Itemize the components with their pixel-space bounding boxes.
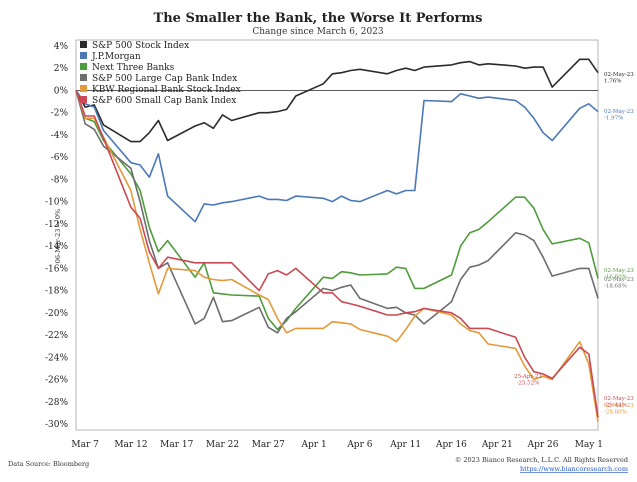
x-tick-label: Mar 27 [252, 440, 285, 450]
annotation-date: 25-Apr-23 [514, 374, 542, 380]
y-axis-ticks: 4% 2% 0% -2% -4% -6% -8% -10% -12% -14% -16% -18% -2… [45, 42, 68, 430]
chart-title: The Smaller the Bank, the Worse It Perfo… [154, 11, 483, 26]
annotation-value: -1.97% [604, 116, 623, 122]
annotation-value: -16.60% [604, 275, 627, 281]
y-tick-label: -4% [51, 131, 69, 141]
series-line-s-p-500-stock-index [75, 58, 599, 143]
series-line-kbw-regional-bank-stock-index [75, 90, 599, 422]
x-tick-label: Apr 1 [301, 440, 327, 450]
legend-swatch [80, 41, 87, 48]
annotation-date: 02-May-23 [604, 72, 634, 78]
y-tick-label: -26% [45, 376, 68, 386]
annotation-date: 02-May-23 [604, 268, 634, 274]
annotation-date: 02-May-23 [604, 403, 634, 409]
annotation-value: -25.52% [517, 381, 540, 387]
x-tick-label: Mar 17 [160, 440, 193, 450]
legend-swatch [80, 96, 87, 103]
copyright-note: © 2023 Bianco Research, L.L.C. All Right… [455, 456, 628, 464]
x-tick-label: Apr 16 [435, 440, 467, 450]
annotation-value: 1.76% [604, 79, 621, 85]
annotation-date: 02-May-23 [604, 396, 634, 402]
y-tick-label: 2% [54, 64, 69, 74]
x-tick-label: Mar 7 [71, 440, 99, 450]
annotation-value: -18.68% [604, 284, 627, 290]
series-lines [75, 58, 599, 422]
series-line-next-three-banks [75, 90, 599, 331]
y-tick-label: 0% [54, 86, 69, 96]
x-tick-label: May 1 [575, 440, 603, 450]
y-tick-label: -18% [45, 287, 68, 297]
legend-swatch [80, 63, 87, 70]
y-axis-label: 06-Mar-23 = 0% [54, 209, 62, 263]
x-tick-label: Apr 21 [481, 440, 513, 450]
y-tick-label: -28% [45, 398, 68, 408]
y-tick-label: -10% [45, 198, 68, 208]
legend-label: S&P 600 Small Cap Bank Index [92, 96, 236, 106]
plot-frame [75, 39, 599, 431]
y-tick-label: -30% [45, 420, 68, 430]
x-tick-label: Apr 11 [389, 440, 421, 450]
y-tick-label: -22% [45, 331, 68, 341]
legend-swatch [80, 85, 87, 92]
y-tick-label: -20% [45, 309, 68, 319]
legend-label: Next Three Banks [92, 63, 175, 73]
legend-label: KBW Regional Bank Stock Index [92, 85, 241, 95]
legend-label: S&P 500 Large Cap Bank Index [92, 74, 237, 84]
x-tick-label: Apr 26 [527, 440, 559, 450]
website-link[interactable]: https://www.biancoresearch.com [520, 465, 628, 473]
y-tick-label: -16% [45, 264, 68, 274]
x-tick-label: Mar 22 [206, 440, 239, 450]
annotation-value: -29.44% [604, 403, 627, 409]
x-tick-label: Mar 12 [114, 440, 147, 450]
series-line-s-p-500-large-cap-bank-index [75, 90, 599, 334]
y-tick-label: -14% [45, 242, 68, 252]
annotation-date: 02-May-23 [604, 109, 634, 115]
end-annotations: 02-May-231.76%02-May-23-1.97%02-May-23-1… [514, 72, 634, 416]
annotation-date: 02-May-23 [604, 277, 634, 283]
x-axis-ticks: Mar 7 Mar 12 Mar 17 Mar 22 Mar 27 Apr 1 Apr 6 A… [71, 440, 603, 450]
annotation-value: -28.80% [604, 410, 627, 416]
series-line-s-p-600-small-cap-bank-index [75, 90, 599, 418]
x-tick-label: Apr 6 [346, 440, 372, 450]
y-tick-label: -2% [51, 109, 69, 119]
y-tick-label: 4% [54, 42, 69, 52]
legend-swatch [80, 52, 87, 59]
legend-swatch [80, 74, 87, 81]
y-tick-label: -6% [51, 153, 69, 163]
legend-label: S&P 500 Stock Index [92, 41, 189, 51]
y-tick-label: -24% [45, 353, 68, 363]
y-tick-label: -12% [45, 220, 68, 230]
legend-label: J.P.Morgan [91, 52, 141, 62]
series-line-j-p-morgan [75, 90, 599, 223]
data-source-note: Data Source: Bloomberg [8, 460, 89, 468]
grid [75, 39, 599, 431]
chart-subtitle: Change since March 6, 2023 [252, 27, 384, 37]
y-tick-label: -8% [51, 175, 69, 185]
